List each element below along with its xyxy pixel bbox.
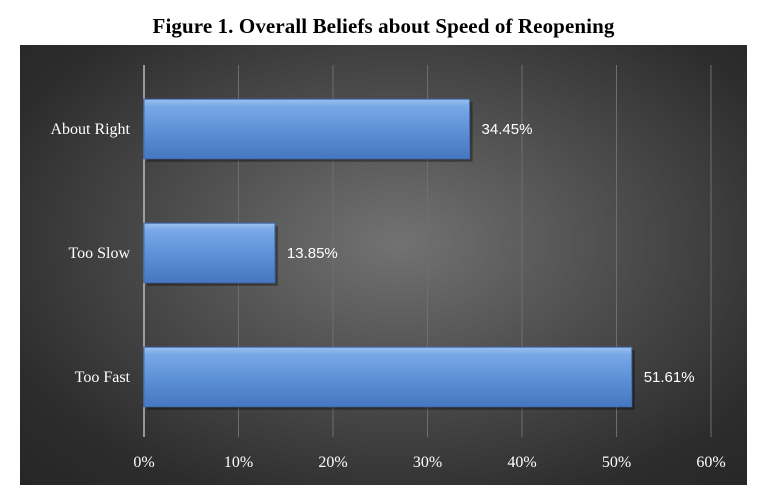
x-tick-label: 0% <box>133 454 154 471</box>
category-label: Too Slow <box>68 245 130 262</box>
bars <box>143 98 635 410</box>
data-label: 34.45% <box>482 121 533 138</box>
x-tick-label: 30% <box>413 454 442 471</box>
data-label: 13.85% <box>287 245 338 262</box>
bar-about-right <box>143 98 471 160</box>
data-label: 51.61% <box>644 369 695 386</box>
chart-area: 0% 10% 20% 30% 40% 50% 60% About Right 34.45% Too… <box>20 45 747 485</box>
category-label: Too Fast <box>75 369 131 386</box>
bar-too-fast <box>143 346 633 408</box>
category-label: About Right <box>50 121 130 138</box>
bar-chart: 0% 10% 20% 30% 40% 50% 60% About Right 34.45% Too… <box>50 65 726 471</box>
labels: 0% 10% 20% 30% 40% 50% 60% About Right 34.45% Too… <box>50 121 725 471</box>
chart-title: Figure 1. Overall Beliefs about Speed of… <box>152 14 615 38</box>
x-tick-label: 10% <box>224 454 253 471</box>
x-tick-label: 60% <box>696 454 725 471</box>
x-tick-label: 40% <box>507 454 536 471</box>
bar-too-slow <box>143 222 276 284</box>
x-tick-label: 50% <box>602 454 631 471</box>
x-tick-label: 20% <box>318 454 347 471</box>
